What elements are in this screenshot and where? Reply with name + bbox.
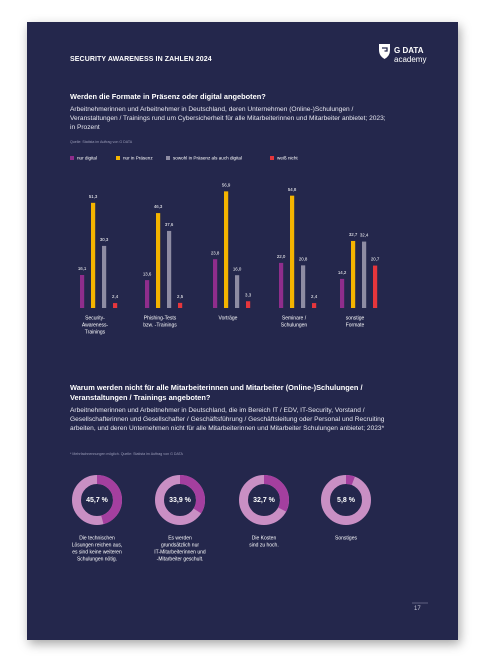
category-label: Security- <box>85 315 105 321</box>
chart-subtitle: Arbeitnehmerinnen und Arbeitnehmer in De… <box>70 106 386 131</box>
data-label: 23,8 <box>211 250 220 255</box>
bar <box>113 303 118 308</box>
legend-label: nur in Präsenz <box>123 156 153 161</box>
data-label: 51,3 <box>89 194 98 199</box>
category-label: Schulungen <box>281 322 308 328</box>
donut-arc <box>72 475 122 525</box>
data-label: 16,0 <box>233 266 242 271</box>
donut-label: Sonstiges <box>335 535 357 541</box>
donut-label: es sind keine weiteren <box>72 549 122 555</box>
category-label: sonstige <box>346 315 365 321</box>
bar <box>340 278 345 308</box>
data-label: 16,1 <box>78 266 87 271</box>
legend-label: nur digital <box>77 156 97 161</box>
data-label: 20,7 <box>371 257 380 262</box>
bar <box>279 262 284 308</box>
donut-label: Die technischen <box>79 535 115 541</box>
donut-label: sind zu hoch. <box>249 542 278 548</box>
donut-arc <box>155 475 205 525</box>
data-label: 2,5 <box>177 294 184 299</box>
donut-value: 45,7 % <box>86 497 109 504</box>
donut-value: 33,9 % <box>169 497 192 504</box>
page-header: SECURITY AWARENESS IN ZAHLEN 2024 <box>70 56 212 63</box>
legend-label: weiß nicht <box>277 156 298 161</box>
legend-swatch <box>70 156 74 160</box>
bar <box>362 241 367 308</box>
legend-swatch <box>270 156 274 160</box>
legend-swatch <box>166 156 170 160</box>
logo-brand: G DATA <box>394 46 424 55</box>
donut-arc <box>239 475 289 525</box>
bar <box>312 303 317 308</box>
data-label: 54,8 <box>288 187 297 192</box>
bar <box>224 191 229 308</box>
donut-label: IT-Mitarbeiterinnen und <box>154 549 206 555</box>
category-label: Phishing-Tests <box>144 315 177 321</box>
bar <box>178 302 183 308</box>
logo-mark <box>382 47 388 52</box>
data-label: 56,9 <box>222 183 231 188</box>
donut-value: 32,7 % <box>253 497 276 504</box>
data-label: 32,4 <box>360 233 369 238</box>
category-label: Formate <box>346 322 365 328</box>
data-label: 46,3 <box>154 204 163 209</box>
bar <box>246 301 251 308</box>
bar <box>91 202 96 308</box>
donut-arc <box>321 475 371 525</box>
chart-source: Quelle: Statista im Auftrag von G DATA <box>70 140 133 144</box>
donut-label: -Mitarbeiter geschult. <box>157 556 204 562</box>
data-label: 30,3 <box>100 237 109 242</box>
chart-title: Werden die Formate in Präsenz oder digit… <box>70 92 266 101</box>
chart-subtitle: Arbeitnehmerinnen und Arbeitnehmer in De… <box>70 407 385 432</box>
bar <box>290 195 295 308</box>
data-label: 20,8 <box>299 257 308 262</box>
legend-swatch <box>116 156 120 160</box>
donut-value: 5,8 % <box>337 497 356 504</box>
bar <box>167 230 172 308</box>
chart-title: Warum werden nicht für alle Mitarbeiteri… <box>70 383 363 402</box>
donut-label: grundsätzlich nur <box>161 542 199 548</box>
data-label: 37,6 <box>165 222 174 227</box>
category-label: Vorträge <box>219 315 238 321</box>
logo-sub: academy <box>394 55 427 64</box>
data-label: 3,3 <box>245 292 252 297</box>
page-sheet <box>27 22 458 640</box>
bar <box>301 265 306 308</box>
bar <box>373 265 378 308</box>
data-label: 32,7 <box>349 232 358 237</box>
donut-label: Die Kosten <box>252 535 277 541</box>
category-label: Trainings <box>85 329 106 335</box>
bar <box>80 274 85 308</box>
donut-label: Lösungen reichen aus, <box>72 542 123 548</box>
legend-label: sowohl in Präsenz als auch digital <box>173 156 242 161</box>
bar <box>145 280 150 308</box>
data-label: 13,6 <box>143 271 152 276</box>
bar <box>102 245 107 308</box>
category-label: Awareness- <box>82 322 109 328</box>
donut-label: Es werden <box>168 535 192 541</box>
chart-source: * Mehrfachnennungen möglich. Quelle: Sta… <box>70 452 183 456</box>
bar <box>235 275 240 308</box>
data-label: 2,4 <box>112 294 119 299</box>
bar <box>351 240 356 308</box>
page-number: 17 <box>414 606 421 612</box>
donut-label: Schulungen nötig. <box>77 556 117 562</box>
data-label: 22,0 <box>277 254 286 259</box>
data-label: 14,2 <box>338 270 347 275</box>
data-label: 2,4 <box>311 294 318 299</box>
bar <box>156 213 161 308</box>
category-label: bzw. -Trainings <box>143 322 177 328</box>
bar <box>213 259 218 308</box>
category-label: Seminare / <box>282 315 307 321</box>
